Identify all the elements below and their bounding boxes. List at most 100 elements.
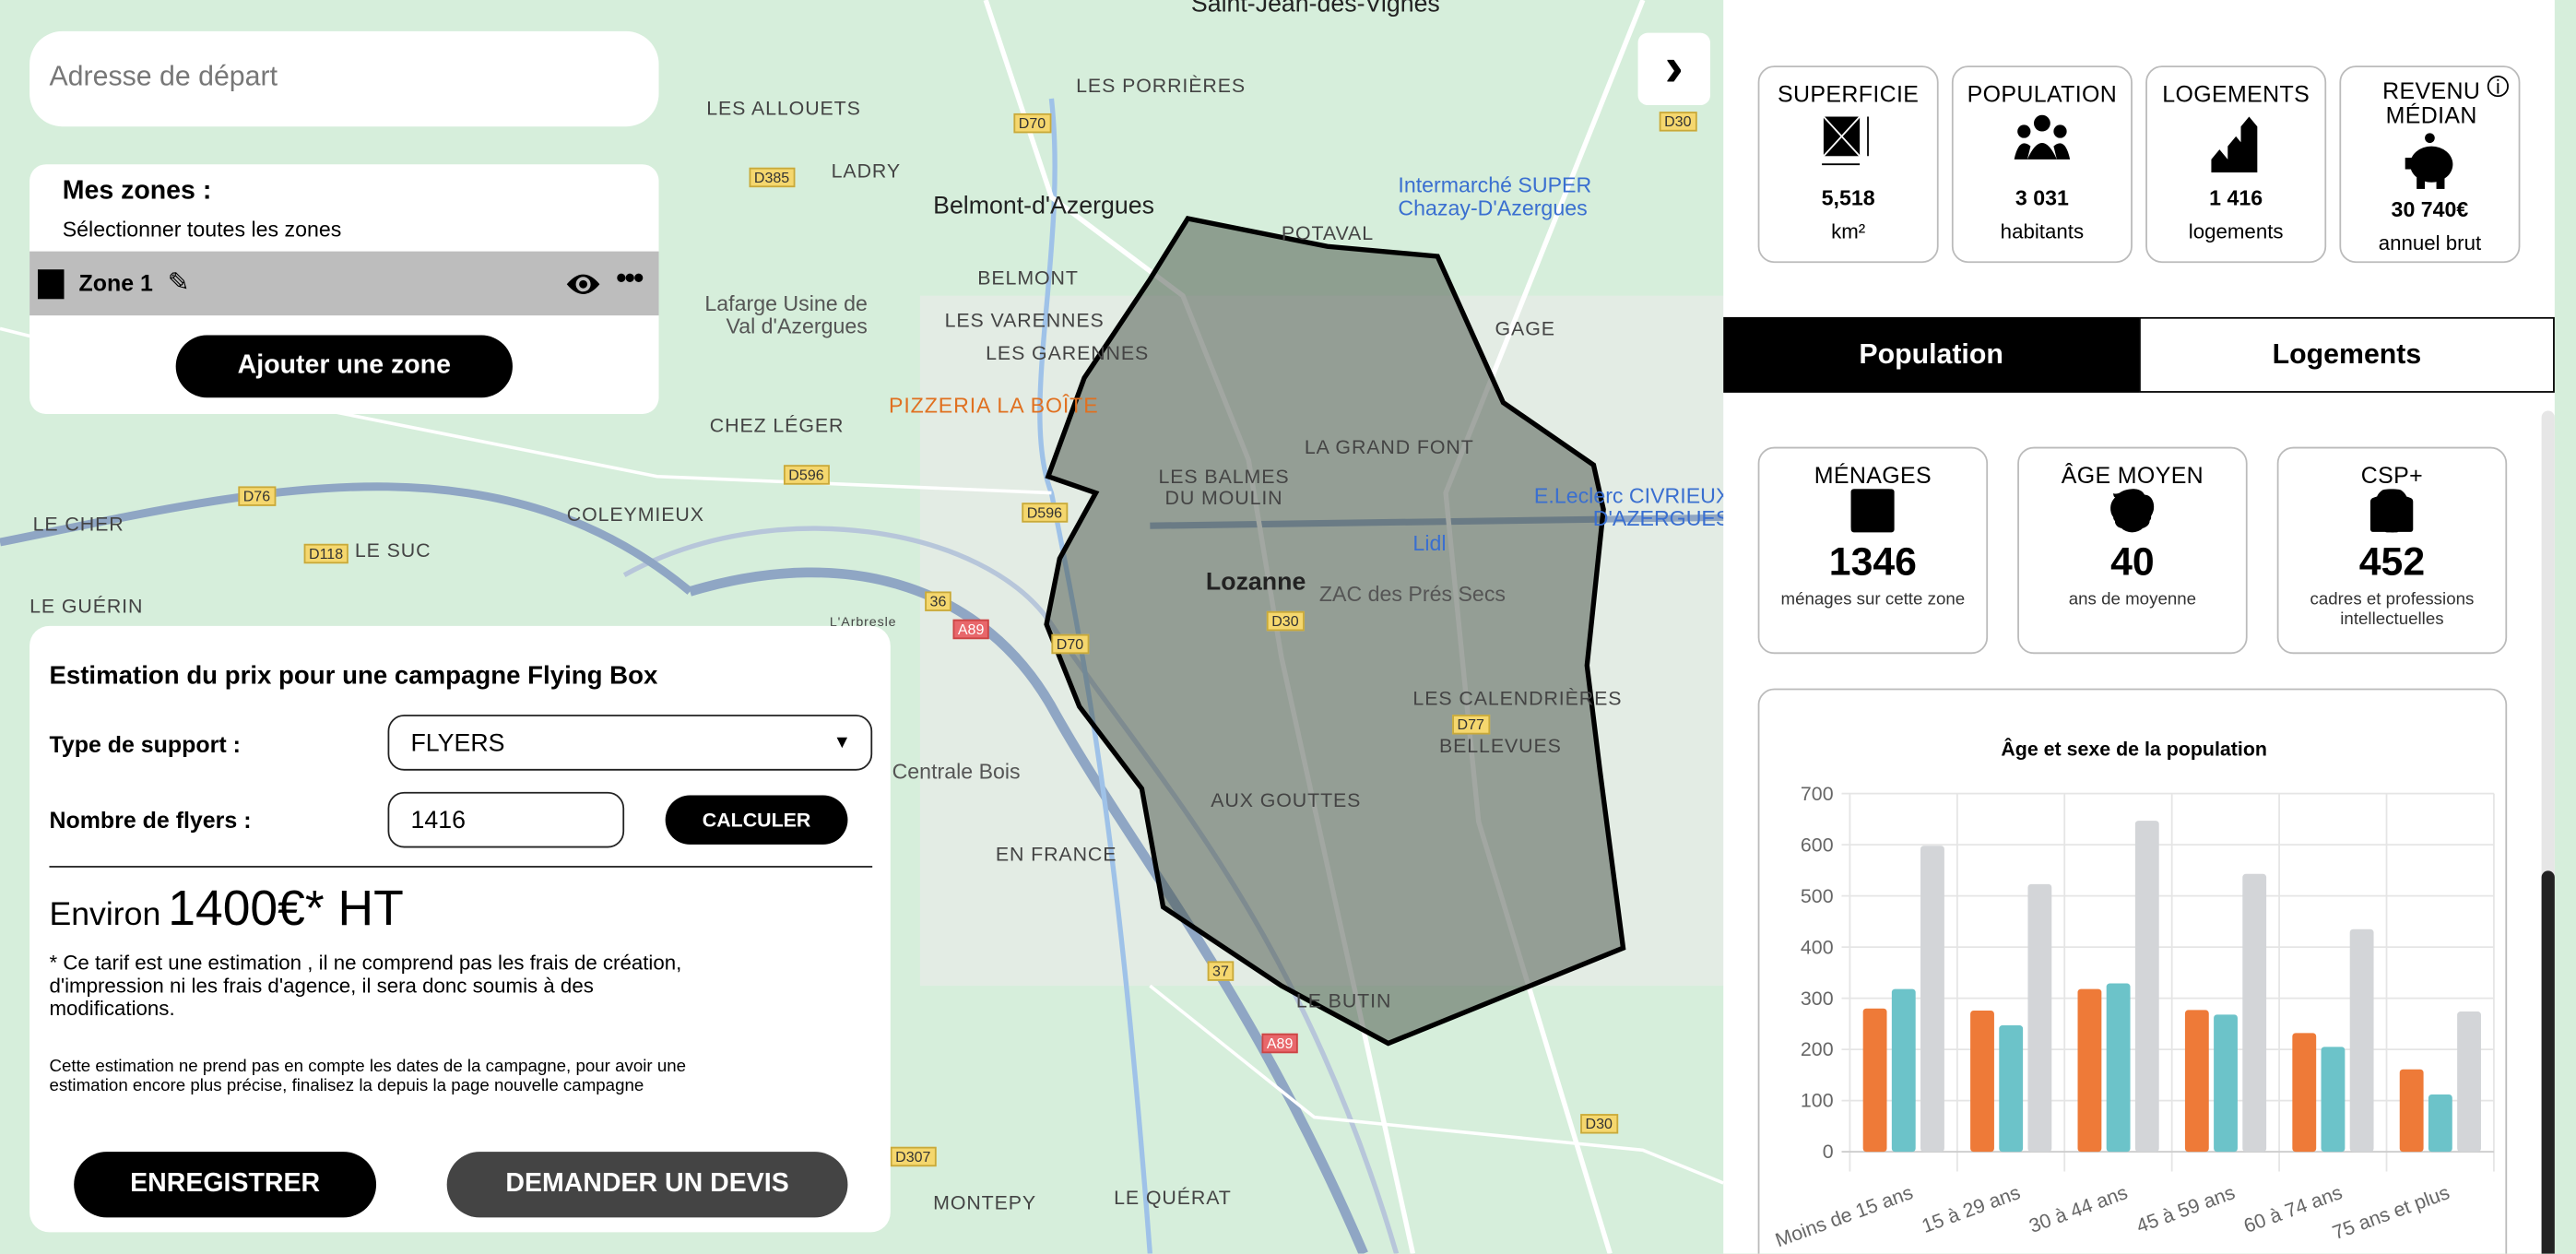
road-badge: D70 [1013,112,1051,134]
stat-value: 5,518 [1821,185,1875,211]
x-tick-label: 75 ans et plus [2330,1181,2452,1244]
y-tick-label: 300 [1801,988,1834,1010]
y-tick-label: 200 [1801,1038,1834,1060]
bar [1891,988,1916,1153]
map-label: Saint-Jean-des-Vignes [1190,0,1440,18]
road-badge: D596 [1022,503,1068,523]
road-badge: D70 [1051,633,1089,655]
map-label: COLEYMIEUX [566,503,704,526]
piggy-bank-icon [2341,132,2518,195]
calculate-button[interactable]: CALCULER [665,795,848,845]
bar [2077,988,2102,1153]
map-label: LES ALLOUETS [706,97,861,121]
stat-title: MÉNAGES [1814,461,1932,489]
stat-title: SUPERFICIE [1777,80,1920,107]
road-badge: 36 [925,591,951,611]
bar [1970,1010,1994,1153]
stat-value: 452 [2358,540,2426,586]
chart-card: Âge et sexe de la population 0 100 200 300 40… [1757,688,2508,1254]
bar [2349,929,2374,1153]
stat-unit: annuel brut [2378,231,2482,255]
road-badge: D385 [749,167,795,188]
pencil-icon[interactable]: ✎ [167,269,190,298]
stat-unit: ménages sur cette zone [1780,589,1966,610]
bar [1999,1025,2024,1153]
info-icon[interactable]: i [2487,75,2509,98]
more-options-icon[interactable]: ••• [616,261,644,294]
stats-panel: SUPERFICIE 5,518 km² POPULATION 3 031 ha… [1723,0,2555,1254]
collapse-panel-button[interactable]: › [1637,32,1710,106]
bar [2242,873,2267,1153]
stat-card: REVENU MÉDIAN i 30 740€ annuel brut [2339,65,2521,264]
map-label: Lidl [1412,530,1447,556]
x-tick-label: 15 à 29 ans [1919,1181,2023,1237]
estimation-title: Estimation du prix pour une campagne Fly… [49,662,658,691]
bar [2214,1014,2238,1153]
add-zone-button[interactable]: Ajouter une zone [175,335,513,398]
save-button[interactable]: ENREGISTRER [74,1152,377,1218]
stat-unit: km² [1831,219,1866,243]
y-tick-label: 100 [1801,1090,1834,1112]
scrollbar[interactable] [2541,410,2555,1254]
map-label: LE CHER [32,512,124,536]
map-label: Lafarge Usine de Val d'Azergues [704,290,868,339]
y-tick-label: 500 [1801,885,1834,907]
count-label: Nombre de flyers : [49,806,252,834]
bar [2027,883,2052,1153]
road-badge: D30 [1580,1114,1618,1134]
map-label: LA GRAND FONT [1304,435,1474,459]
houses-icon [2147,113,2324,179]
map-label: LES PORRIÈRES [1076,74,1247,98]
tab-population[interactable]: Population [1723,316,2140,393]
start-address-input[interactable]: Adresse de départ [30,30,659,127]
bar [2184,1010,2209,1153]
age-icon: 🧒 [2108,490,2157,535]
stat-title: REVENU MÉDIAN [2382,77,2481,128]
y-tick-label: 400 [1801,936,1834,958]
zone-row[interactable]: Zone 1 ✎ ••• [30,251,659,316]
bar [2457,1011,2481,1153]
map-label: LADRY [831,159,902,183]
road-badge: D30 [1266,610,1304,632]
stat-title: ÂGE MOYEN [2061,461,2204,489]
caret-down-icon: ▼ [833,732,852,753]
stat-unit: logements [2188,219,2284,243]
select-all-zones[interactable]: Sélectionner toutes les zones [62,217,342,242]
price-estimate: Environ 1400€* HT [49,881,404,937]
bar [2321,1047,2346,1153]
stat-title: POPULATION [1967,80,2118,107]
map-label: PIZZERIA LA BOÎTE [889,392,1099,418]
map-label: Lozanne [1205,568,1306,597]
bar [1862,1008,1887,1153]
stat-unit: habitants [2000,219,2085,243]
map-label: L'Arbresle [829,614,897,630]
stat-card: POPULATION 3 031 habitants [1951,65,2133,264]
zone-color-swatch[interactable] [37,269,65,300]
map-label: ZAC des Prés Secs [1318,581,1506,607]
road-badge: D77 [1452,715,1490,735]
zone-polygon[interactable] [1044,216,1626,1047]
population-stat-card: MÉNAGES 👪 1346 ménages sur cette zone [1757,446,1989,655]
bar [2292,1033,2317,1153]
family-icon: 👪 [1848,490,1897,535]
scrollbar-thumb[interactable] [2541,870,2555,1254]
chart-title: Âge et sexe de la population [2001,738,2267,761]
road-badge: D76 [238,486,276,506]
eye-icon[interactable] [565,271,601,298]
map-label: BELLEVUES [1438,734,1562,758]
divider [49,866,873,868]
request-quote-button[interactable]: DEMANDER UN DEVIS [446,1152,848,1218]
map-label: EN FRANCE [995,843,1117,867]
population-stat-card: ÂGE MOYEN 🧒 40 ans de moyenne [2017,446,2248,655]
zones-title: Mes zones : [62,177,212,206]
stat-unit: ans de moyenne [2068,589,2197,610]
zone-name: Zone 1 [78,269,153,296]
stat-value: 1346 [1828,540,1917,586]
flyers-count-input[interactable]: 1416 [387,791,625,848]
map-label: AUX GOUTTES [1211,788,1362,812]
tab-logements[interactable]: Logements [2139,316,2555,393]
map-label: LES VARENNES [944,308,1105,332]
chevron-right-icon: › [1664,36,1684,99]
support-select[interactable]: FLYERS ▼ [387,715,873,771]
